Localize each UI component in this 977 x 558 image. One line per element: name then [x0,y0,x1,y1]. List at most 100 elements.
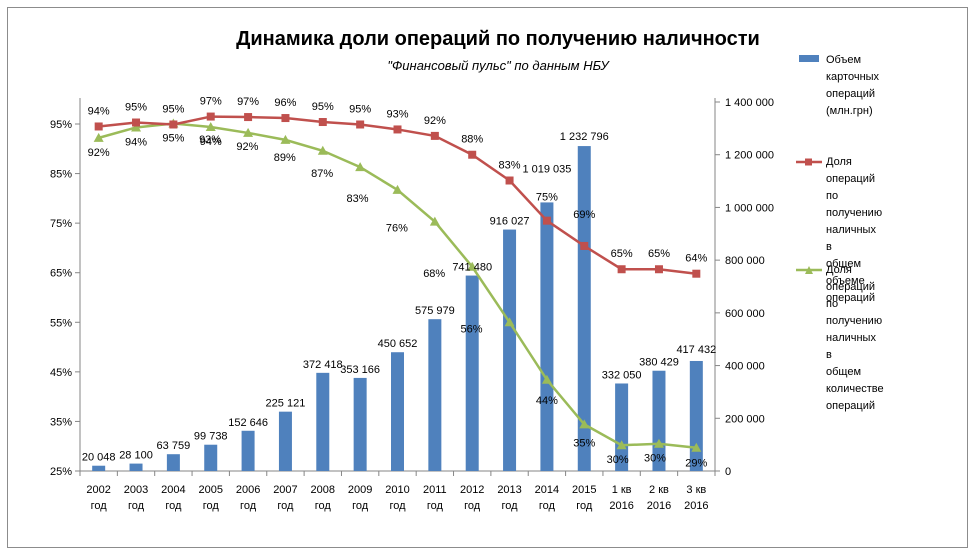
x-axis-category-label: 2 кв [649,484,669,496]
x-axis-category-label: год [128,500,145,512]
x-axis-category-label: 2008 [311,484,335,496]
x-axis-category-label: год [315,500,332,512]
left-axis-tick-label: 95% [50,119,72,131]
red-data-label: 65% [611,248,633,260]
bar-volume [391,352,404,471]
right-axis-tick-label: 1 400 000 [725,97,774,109]
chart-canvas: 25% 35% 45% 55% 65% 75% 85% 95% 0 200 000 400 000 6… [50,96,774,512]
red-series-marker [617,265,626,274]
right-axis-tick-label: 0 [725,466,731,478]
left-axis-tick-label: 55% [50,317,72,329]
green-series-marker [205,121,216,131]
red-series-marker [318,118,327,127]
x-axis-category-label: 2016 [647,500,671,512]
red-series-marker [505,176,514,185]
green-data-label: 29% [685,458,707,470]
bar-data-label: 353 166 [340,364,380,376]
bar-volume [316,372,330,471]
x-axis-category-label: год [464,500,481,512]
x-axis-category-label: год [502,500,519,512]
chart-subtitle: "Финансовый пульс" по данным НБУ [387,58,609,73]
bar-volume [353,377,367,471]
bar-data-label: 332 050 [602,369,642,381]
x-axis-category-label: 2014 [535,484,559,496]
green-data-label: 93% [199,134,221,146]
green-data-label: 83% [346,193,368,205]
x-axis-category-label: 2006 [236,484,260,496]
red-data-label: 69% [573,209,595,221]
x-axis-category-label: год [203,500,220,512]
x-axis-category-label: год [352,500,369,512]
red-series-marker [356,120,365,129]
legend-label-bars: Объем карточных операций (млн.грн) [826,54,880,117]
right-axis-tick-label: 1 000 000 [725,202,774,214]
x-axis-category-label: год [165,500,182,512]
bar-data-label: 20 048 [82,452,116,464]
green-series-marker [243,127,254,137]
x-axis-category-label: год [576,500,593,512]
bar-volume [689,360,703,471]
bar-data-label: 99 738 [194,431,228,443]
bar-data-label: 380 429 [639,357,679,369]
green-data-label: 30% [607,454,629,466]
green-series-marker [653,438,664,448]
red-data-label: 97% [200,96,222,108]
green-series-marker [429,216,440,226]
green-series-marker [691,442,702,452]
bar-volume [129,463,143,471]
green-data-label: 94% [125,136,147,148]
right-axis-tick-label: 400 000 [725,361,765,373]
left-axis-tick-label: 65% [50,268,72,280]
red-data-label: 93% [386,108,408,120]
green-series-marker [616,440,627,450]
bar-data-label: 28 100 [119,450,153,462]
green-data-label: 94% [200,136,222,148]
bar-volume [428,319,442,471]
x-axis-category-label: 2016 [609,500,633,512]
green-data-label: 92% [88,147,110,159]
green-series-marker [131,122,142,132]
red-data-label: 92% [424,115,446,127]
x-axis-category-label: 2011 [423,484,447,496]
bar-data-label: 575 979 [415,305,455,317]
green-data-label: 44% [536,395,558,407]
chart-frame: 25% 35% 45% 55% 65% 75% 85% 95% 0 200 000 400 000 6… [7,7,968,548]
red-data-label: 95% [162,103,184,115]
bar-volume [503,229,517,471]
bar-data-label: 225 121 [266,398,306,410]
bar-data-label: 152 646 [228,417,268,429]
x-axis-category-label: 2015 [572,484,596,496]
green-data-label: 35% [573,437,595,449]
green-series-marker [504,317,515,327]
green-data-label: 76% [386,223,408,235]
green-data-label: 68% [423,268,445,280]
legend-label-red-line: Доля операций по получению наличных в об… [826,156,883,304]
red-series-marker [132,118,141,127]
green-series-marker [355,162,366,172]
red-data-label: 97% [237,96,259,108]
bar-volume [204,444,218,471]
x-axis-category-label: год [240,500,257,512]
green-data-label: 87% [311,168,333,180]
bar-data-label: 741 480 [452,262,492,274]
x-axis-category-label: год [539,500,556,512]
red-data-label: 95% [125,102,147,114]
bar-data-label: 1 232 796 [560,131,609,143]
red-series-marker [393,125,402,134]
red-data-label: 65% [648,248,670,260]
x-axis-category-label: 2013 [497,484,521,496]
green-data-label: 56% [461,323,483,335]
x-axis-category-label: 2016 [684,500,708,512]
green-series-marker [392,184,403,194]
x-axis-category-label: 3 кв [686,484,706,496]
red-series-marker [281,114,290,123]
bar-volume [92,465,106,471]
red-series-marker [542,216,551,225]
x-axis-category-label: год [91,500,108,512]
bar-volume [540,202,554,471]
x-axis-category-label: 2005 [198,484,222,496]
red-data-label: 96% [274,97,296,109]
left-axis-tick-label: 25% [50,466,72,478]
green-series-marker [541,374,552,384]
x-axis-category-label: год [277,500,294,512]
